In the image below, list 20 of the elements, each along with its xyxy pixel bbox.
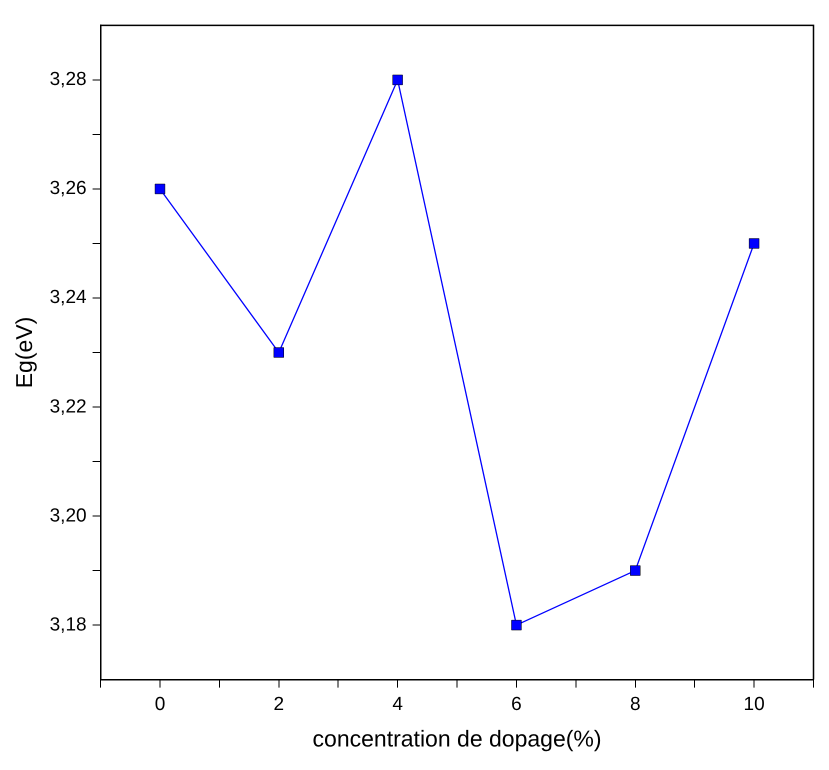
x-tick-label: 8 xyxy=(630,694,641,716)
y-tick-label: 3,18 xyxy=(50,614,87,636)
x-axis-title: concentration de dopage(%) xyxy=(312,726,602,752)
x-tick-label: 4 xyxy=(392,694,404,716)
point xyxy=(154,184,166,194)
point xyxy=(392,74,403,86)
x-tick-label: 10 xyxy=(744,694,765,716)
y-tick-label: 3,28 xyxy=(50,69,87,90)
point xyxy=(748,238,760,249)
point xyxy=(274,347,284,358)
point xyxy=(630,565,640,576)
point xyxy=(511,620,522,630)
y-tick-label: 3,22 xyxy=(50,396,87,418)
x-tick-label: 2 xyxy=(274,694,284,716)
y-axis-title: Eg(eV) xyxy=(11,316,38,388)
y-tick-label: 3,26 xyxy=(50,178,87,200)
x-tick-label: 6 xyxy=(511,694,522,716)
y-tick-label: 3,24 xyxy=(50,287,88,308)
y-tick-label: 3,20 xyxy=(50,505,87,526)
x-tick-label: 0 xyxy=(154,694,166,716)
